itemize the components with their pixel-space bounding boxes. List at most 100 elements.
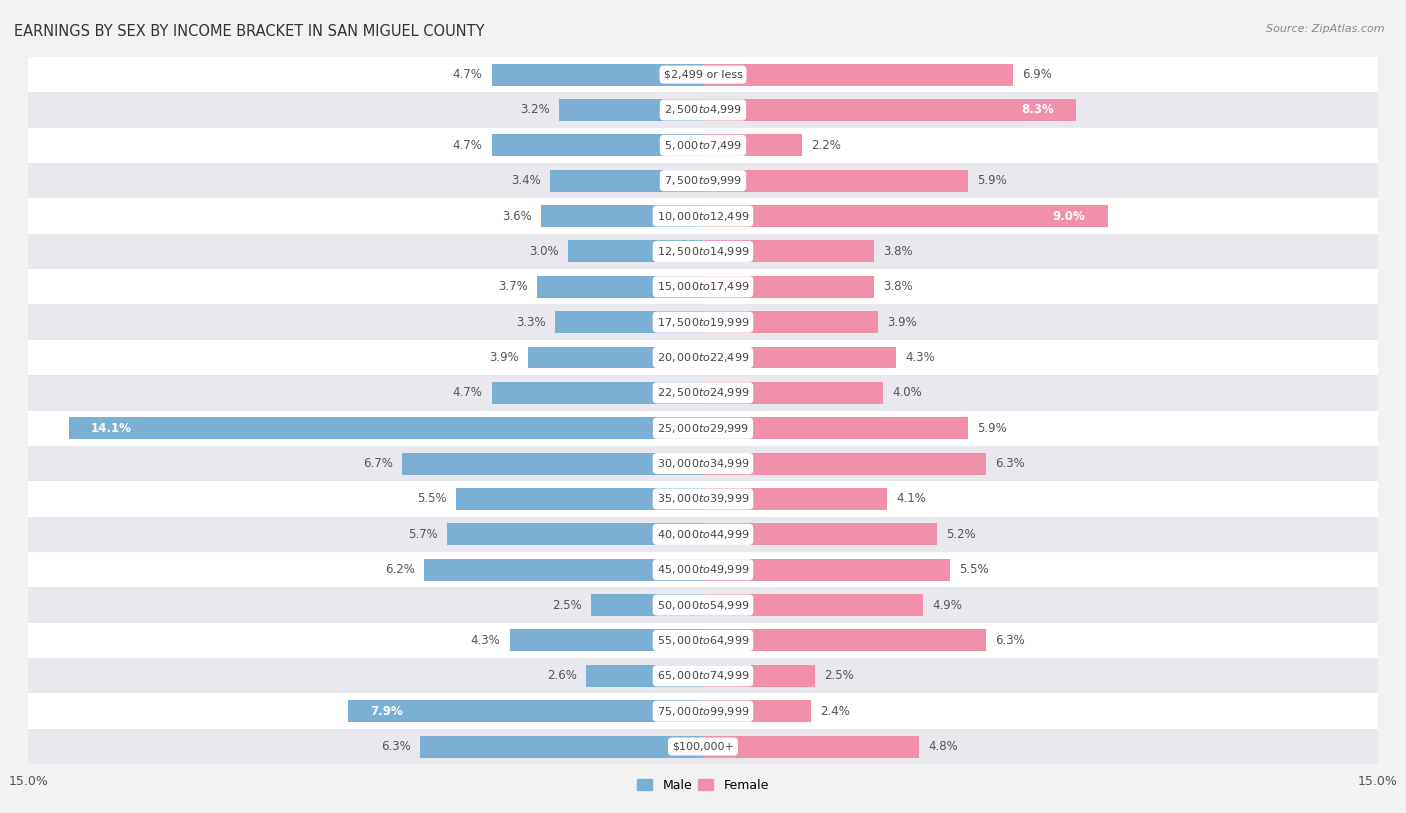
Text: 4.3%: 4.3% [471, 634, 501, 647]
Text: 3.9%: 3.9% [489, 351, 519, 364]
Text: 6.9%: 6.9% [1022, 68, 1052, 81]
Bar [447, 524, 703, 546]
Text: 2.2%: 2.2% [811, 139, 841, 152]
Bar [537, 276, 703, 298]
Bar [591, 594, 703, 616]
Bar [703, 382, 883, 404]
Bar [28, 693, 1378, 729]
Text: $15,000 to $17,499: $15,000 to $17,499 [657, 280, 749, 293]
Text: 6.2%: 6.2% [385, 563, 415, 576]
Bar [28, 304, 1378, 340]
Bar [527, 346, 703, 368]
Text: 2.6%: 2.6% [547, 669, 576, 682]
Text: $17,500 to $19,999: $17,500 to $19,999 [657, 315, 749, 328]
Bar [703, 346, 897, 368]
Bar [28, 481, 1378, 517]
Text: $22,500 to $24,999: $22,500 to $24,999 [657, 386, 749, 399]
Bar [492, 63, 703, 85]
Bar [703, 241, 875, 263]
Text: $65,000 to $74,999: $65,000 to $74,999 [657, 669, 749, 682]
Text: 4.7%: 4.7% [453, 386, 482, 399]
Text: 2.5%: 2.5% [551, 598, 582, 611]
Bar [28, 128, 1378, 163]
Text: 3.8%: 3.8% [883, 245, 912, 258]
Bar [703, 524, 936, 546]
Bar [703, 453, 987, 475]
Bar [568, 241, 703, 263]
Text: 3.9%: 3.9% [887, 315, 917, 328]
Text: 4.9%: 4.9% [932, 598, 962, 611]
Text: 3.0%: 3.0% [530, 245, 560, 258]
Text: 3.3%: 3.3% [516, 315, 546, 328]
Text: 8.3%: 8.3% [1021, 103, 1054, 116]
Bar [703, 205, 1108, 227]
Bar [69, 417, 703, 439]
Bar [703, 594, 924, 616]
Text: 6.7%: 6.7% [363, 457, 392, 470]
Bar [703, 700, 811, 722]
Text: $2,499 or less: $2,499 or less [664, 70, 742, 80]
Bar [550, 170, 703, 192]
Text: 3.4%: 3.4% [512, 174, 541, 187]
Bar [703, 417, 969, 439]
Text: 3.7%: 3.7% [498, 280, 527, 293]
Text: $45,000 to $49,999: $45,000 to $49,999 [657, 563, 749, 576]
Bar [554, 311, 703, 333]
Bar [28, 340, 1378, 375]
Text: $5,000 to $7,499: $5,000 to $7,499 [664, 139, 742, 152]
Text: 4.8%: 4.8% [928, 740, 957, 753]
Text: $7,500 to $9,999: $7,500 to $9,999 [664, 174, 742, 187]
Text: 5.5%: 5.5% [959, 563, 988, 576]
Bar [703, 134, 801, 156]
Bar [28, 375, 1378, 411]
Bar [560, 99, 703, 121]
Text: 14.1%: 14.1% [91, 422, 132, 435]
Text: 5.2%: 5.2% [946, 528, 976, 541]
Bar [703, 170, 969, 192]
Text: 9.0%: 9.0% [1053, 210, 1085, 223]
Text: $100,000+: $100,000+ [672, 741, 734, 751]
Text: 6.3%: 6.3% [381, 740, 411, 753]
Bar [703, 559, 950, 580]
Bar [28, 92, 1378, 128]
Bar [28, 552, 1378, 587]
Text: $2,500 to $4,999: $2,500 to $4,999 [664, 103, 742, 116]
Bar [703, 99, 1077, 121]
Bar [28, 57, 1378, 92]
Text: 4.1%: 4.1% [897, 493, 927, 506]
Text: 6.3%: 6.3% [995, 634, 1025, 647]
Bar [703, 629, 987, 651]
Text: 5.9%: 5.9% [977, 174, 1007, 187]
Bar [509, 629, 703, 651]
Text: 5.9%: 5.9% [977, 422, 1007, 435]
Bar [28, 411, 1378, 446]
Text: 5.7%: 5.7% [408, 528, 437, 541]
Text: 4.7%: 4.7% [453, 139, 482, 152]
Bar [492, 382, 703, 404]
Bar [703, 63, 1014, 85]
Bar [28, 623, 1378, 658]
Text: 3.8%: 3.8% [883, 280, 912, 293]
Text: $25,000 to $29,999: $25,000 to $29,999 [657, 422, 749, 435]
Text: 3.2%: 3.2% [520, 103, 550, 116]
Bar [28, 198, 1378, 233]
Bar [28, 729, 1378, 764]
Bar [28, 517, 1378, 552]
Text: 4.0%: 4.0% [891, 386, 922, 399]
Text: $50,000 to $54,999: $50,000 to $54,999 [657, 598, 749, 611]
Text: 5.5%: 5.5% [418, 493, 447, 506]
Text: $35,000 to $39,999: $35,000 to $39,999 [657, 493, 749, 506]
Text: 6.3%: 6.3% [995, 457, 1025, 470]
Bar [28, 446, 1378, 481]
Bar [419, 736, 703, 758]
Text: $75,000 to $99,999: $75,000 to $99,999 [657, 705, 749, 718]
Bar [703, 488, 887, 510]
Text: $10,000 to $12,499: $10,000 to $12,499 [657, 210, 749, 223]
Bar [425, 559, 703, 580]
Text: $20,000 to $22,499: $20,000 to $22,499 [657, 351, 749, 364]
Bar [586, 665, 703, 687]
Text: $30,000 to $34,999: $30,000 to $34,999 [657, 457, 749, 470]
Text: Source: ZipAtlas.com: Source: ZipAtlas.com [1267, 24, 1385, 34]
Bar [703, 311, 879, 333]
Bar [703, 736, 920, 758]
